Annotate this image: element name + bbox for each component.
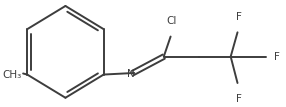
- Text: Cl: Cl: [167, 16, 177, 26]
- Text: N: N: [127, 69, 135, 79]
- Text: F: F: [236, 94, 242, 104]
- Text: F: F: [274, 52, 280, 62]
- Text: CH₃: CH₃: [3, 70, 22, 80]
- Text: F: F: [236, 12, 242, 22]
